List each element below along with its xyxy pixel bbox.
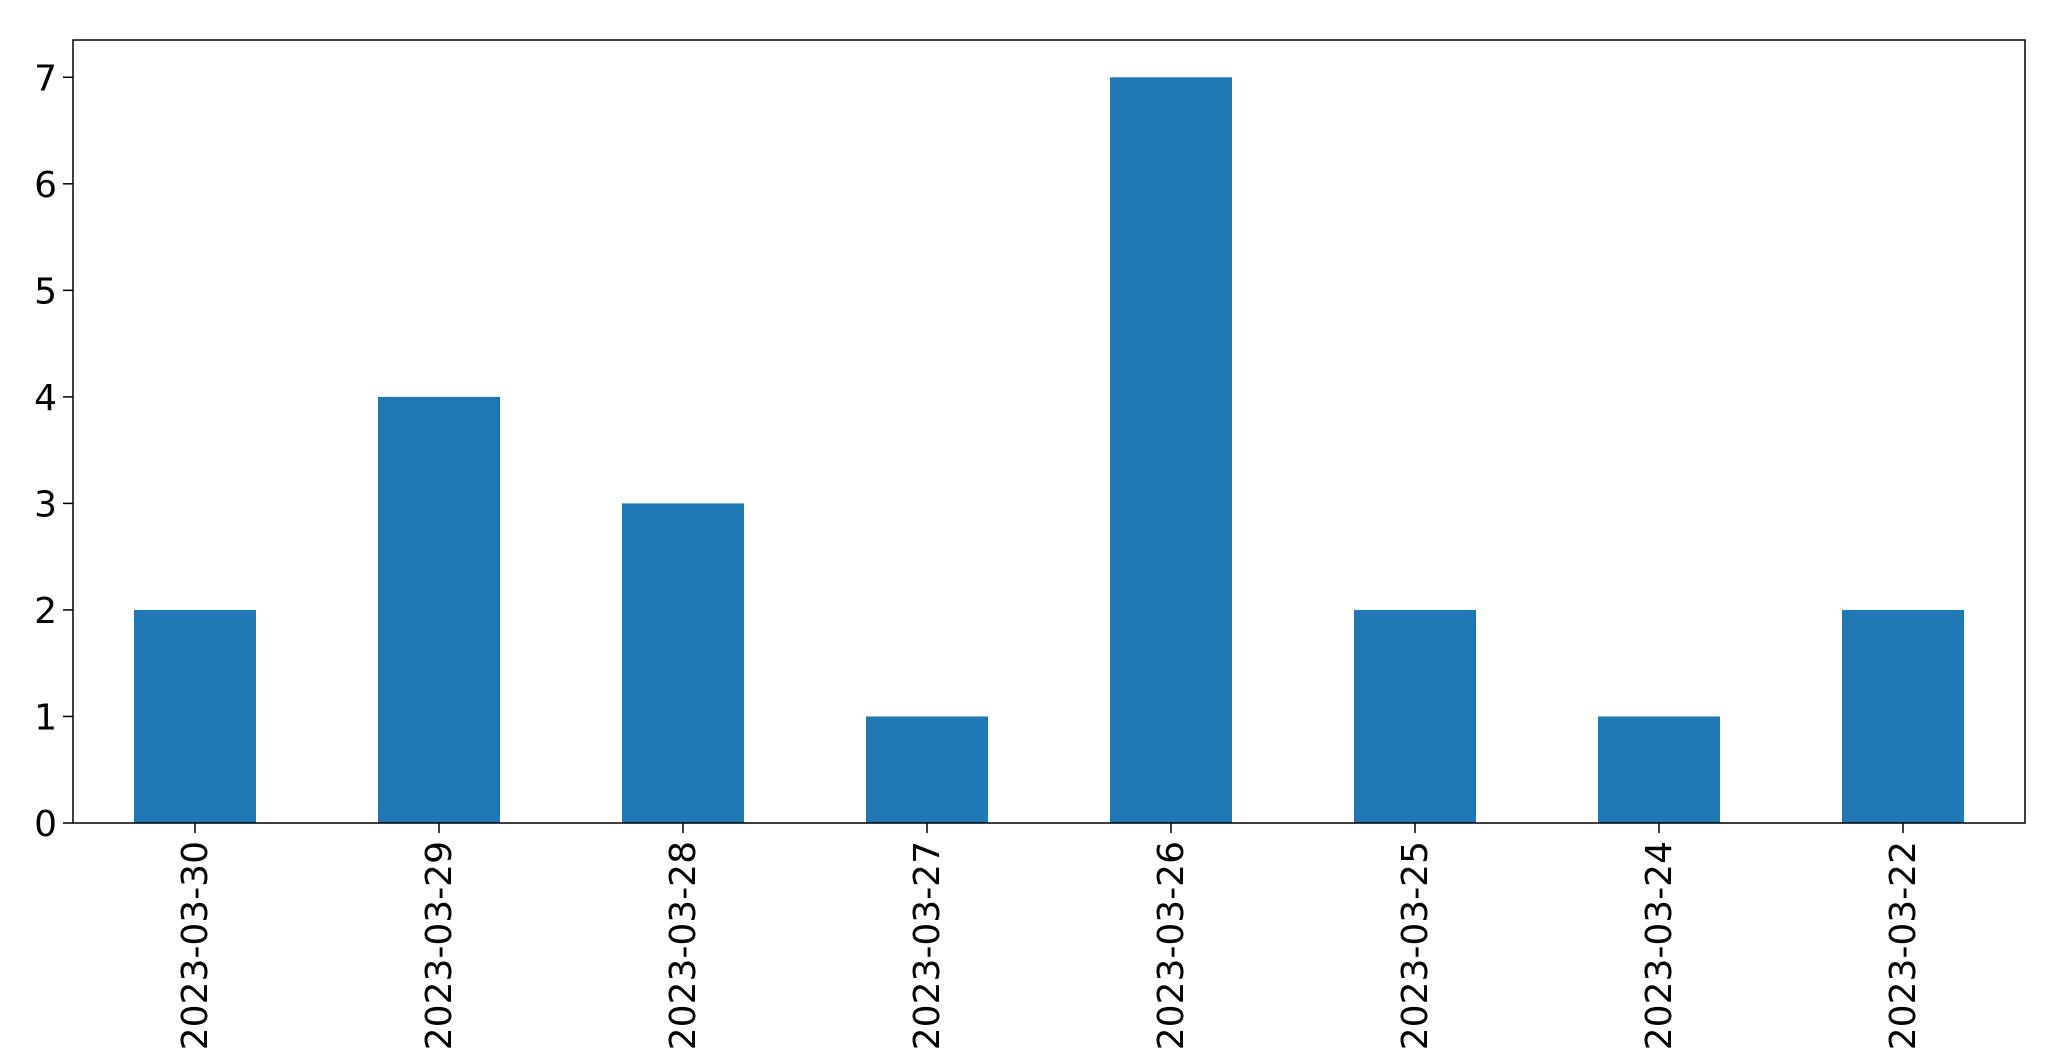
bar-2023-03-28 bbox=[622, 503, 744, 823]
x-tick-label: 2023-03-26 bbox=[1151, 841, 1192, 1050]
y-tick-label: 5 bbox=[34, 271, 57, 312]
x-tick-label: 2023-03-27 bbox=[907, 841, 948, 1050]
bar-2023-03-29 bbox=[378, 396, 500, 823]
y-tick-label: 0 bbox=[34, 804, 57, 845]
bars-group bbox=[134, 77, 1964, 824]
y-tick-label: 2 bbox=[34, 591, 57, 632]
x-tick-label: 2023-03-30 bbox=[175, 841, 216, 1050]
bar-2023-03-27 bbox=[866, 716, 988, 823]
x-tick-label: 2023-03-29 bbox=[419, 841, 460, 1050]
x-tick-label: 2023-03-24 bbox=[1639, 841, 1680, 1050]
x-tick-label: 2023-03-28 bbox=[663, 841, 704, 1050]
y-tick-label: 4 bbox=[34, 378, 57, 419]
y-axis: 0 1 2 3 4 5 6 7 bbox=[34, 58, 73, 845]
y-tick-label: 3 bbox=[34, 484, 57, 525]
bar-2023-03-26 bbox=[1110, 77, 1232, 824]
bar-2023-03-25 bbox=[1354, 609, 1476, 823]
y-tick-label: 7 bbox=[34, 58, 57, 99]
x-axis: 2023-03-30 2023-03-29 2023-03-28 2023-03-27… bbox=[175, 823, 1924, 1050]
x-tick-label: 2023-03-22 bbox=[1883, 841, 1924, 1050]
plot-frame bbox=[72, 39, 2026, 824]
x-tick-label: 2023-03-25 bbox=[1395, 841, 1436, 1050]
bar-2023-03-24 bbox=[1598, 716, 1720, 823]
y-tick-label: 6 bbox=[34, 165, 57, 206]
bar-2023-03-22 bbox=[1842, 609, 1964, 823]
y-tick-label: 1 bbox=[34, 697, 57, 738]
bar-2023-03-30 bbox=[134, 609, 256, 823]
